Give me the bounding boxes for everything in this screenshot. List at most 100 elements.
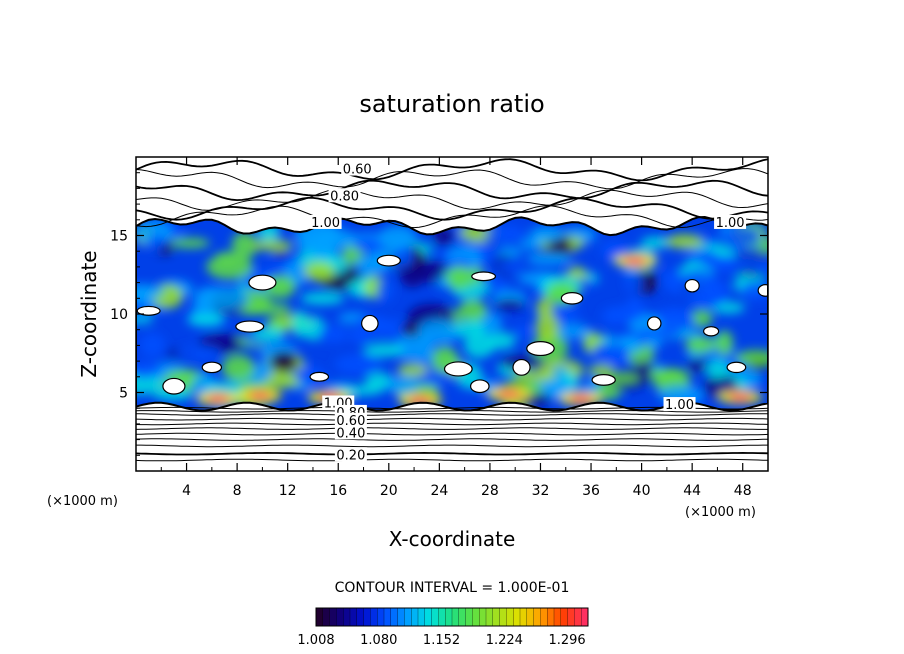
field-blob — [686, 358, 707, 373]
contour-label-bg — [341, 161, 374, 176]
field-blob — [206, 254, 253, 280]
field-blob — [136, 284, 165, 300]
contour-label: 1.00 — [311, 216, 340, 231]
colorbar-cell — [499, 607, 507, 627]
dry-pocket — [703, 326, 720, 337]
field-blob — [376, 278, 394, 302]
colorbar-cell — [377, 607, 385, 627]
field-blob — [136, 361, 161, 379]
upper-contour-line — [136, 205, 768, 229]
upper-contour-line — [136, 188, 768, 211]
field-blob — [641, 325, 683, 339]
field-blob — [687, 290, 727, 308]
field-blob — [591, 341, 629, 363]
dry-pocket — [470, 379, 490, 394]
contour-labels: 0.600.801.001.001.000.800.600.400.201.00 — [309, 161, 747, 463]
colorbar-cell — [451, 607, 460, 627]
colorbar-cell — [343, 607, 351, 627]
field-blob — [148, 234, 167, 250]
dry-pocket — [376, 254, 401, 267]
y-tick-label: 10 — [110, 307, 128, 323]
colorbar-cell — [526, 607, 535, 627]
x-tick-label: 12 — [279, 483, 297, 499]
field-blob — [728, 393, 753, 402]
colorbar-cell — [445, 607, 453, 627]
contour-label-bg — [328, 188, 361, 203]
colorbar-cell — [492, 607, 501, 627]
upper-contour-line — [136, 168, 768, 190]
lower-contour-line — [136, 413, 768, 416]
colorbar-cell — [547, 607, 555, 627]
field-blob — [221, 354, 256, 382]
y-tick-label: 15 — [110, 229, 128, 245]
contour-label: 0.20 — [336, 448, 365, 463]
colorbar-cell — [356, 607, 365, 627]
upper-contour-line — [136, 179, 768, 202]
colorbar-cell — [472, 607, 480, 627]
field-blob — [336, 385, 384, 396]
field-blob — [252, 240, 293, 251]
colorbar: 1.008 1.080 1.152 1.224 1.296 — [297, 607, 589, 648]
dry-pocket — [591, 374, 616, 386]
colorbar-cell — [574, 607, 582, 627]
dry-pocket — [471, 271, 497, 282]
colorbar-cell — [349, 607, 358, 627]
colorbar-cell — [411, 607, 419, 627]
field-blob — [529, 225, 565, 243]
field-blob — [716, 330, 734, 356]
contour-label: 0.60 — [343, 163, 372, 178]
field-blob — [139, 332, 166, 358]
lower-contour-line — [136, 422, 768, 426]
field-blob — [625, 273, 644, 292]
field-blob — [304, 261, 335, 282]
field-blob — [514, 325, 532, 338]
field-blob — [463, 333, 495, 359]
colorbar-cell — [390, 607, 399, 627]
x-tick-label: 8 — [233, 483, 242, 499]
lower-contour-line — [136, 417, 768, 421]
contour-label: 0.40 — [336, 426, 365, 441]
lower-contour-line — [136, 451, 768, 456]
field-blob — [245, 303, 292, 315]
contour-lines — [136, 158, 768, 462]
x-axis-unit: (×1000 m) — [685, 505, 756, 520]
x-tick-label: 16 — [329, 483, 347, 499]
colorbar-cell — [567, 607, 575, 627]
field-blob — [484, 225, 526, 243]
colorbar-cell — [397, 607, 405, 627]
field-blob — [623, 256, 648, 265]
colorbar-cell — [581, 607, 589, 627]
field-blob — [318, 325, 349, 344]
y-axis-unit: (×1000 m) — [47, 494, 118, 509]
field-blob — [665, 234, 704, 249]
field-blob — [270, 351, 298, 373]
dry-pocket — [646, 316, 662, 331]
field-blob — [378, 225, 417, 249]
colorbar-cell — [465, 607, 473, 627]
field-blob — [174, 345, 222, 360]
field-blob — [296, 232, 339, 255]
colorbar-tick-label: 1.008 — [297, 633, 334, 648]
colorbar-cell — [533, 607, 541, 627]
colorbar-cell — [363, 607, 371, 627]
lower-contour-line — [136, 432, 768, 436]
field-blob — [536, 297, 554, 318]
field-blob — [520, 238, 543, 250]
field-blob — [352, 237, 385, 252]
field-blob — [260, 373, 303, 389]
dry-pocket — [684, 278, 700, 293]
plot-area: 0.600.801.001.001.000.800.600.400.201.00… — [110, 156, 769, 499]
x-tick-label: 44 — [683, 483, 701, 499]
field-blob — [754, 262, 768, 275]
colorbar-cell — [553, 607, 562, 627]
colorbar-cell — [479, 607, 487, 627]
field-blob — [416, 319, 464, 344]
upper-contour-line — [136, 158, 768, 182]
field-blob — [600, 240, 629, 260]
x-tick-label: 20 — [380, 483, 398, 499]
field-blob — [588, 364, 614, 377]
lower-contour-line — [136, 444, 768, 448]
colorbar-cell — [370, 607, 378, 627]
supersaturated-field — [136, 215, 768, 412]
colorbar-frame — [315, 607, 589, 627]
